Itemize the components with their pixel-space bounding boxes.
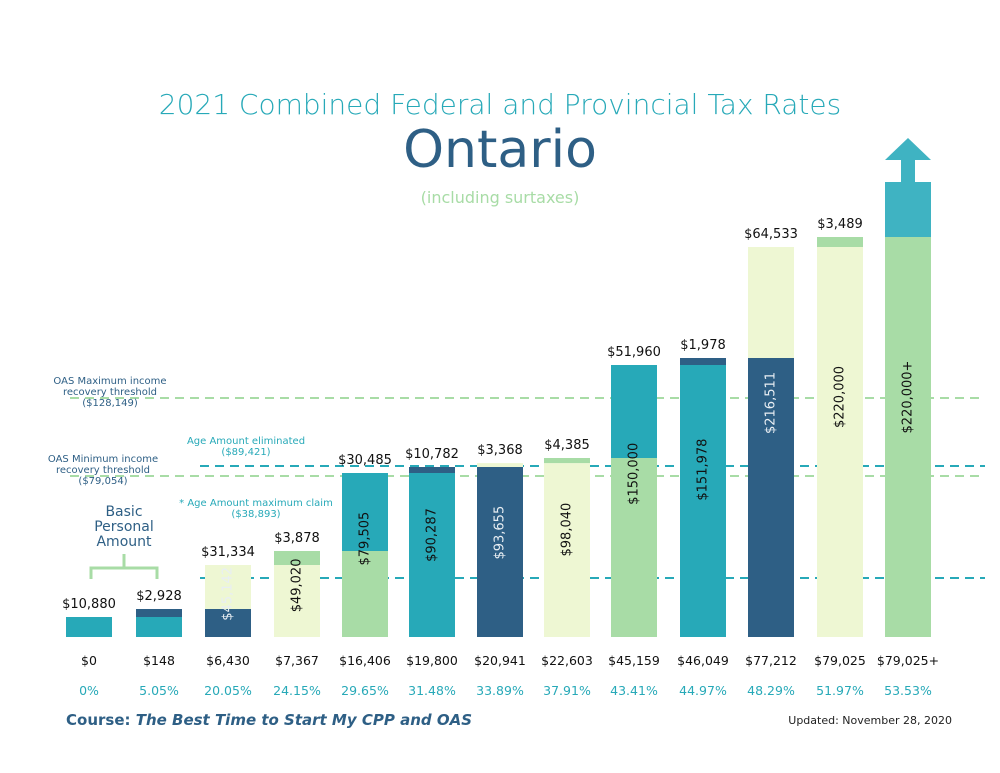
tax-amount-label: $148: [143, 653, 175, 668]
bar-top-label: $3,368: [477, 443, 523, 458]
bar-segment: [817, 237, 863, 247]
bar-segment: [680, 365, 726, 637]
tax-amount-label: $77,212: [745, 653, 797, 668]
bar-top-label: $10,782: [405, 447, 459, 462]
bar-top-label: $30,485: [338, 453, 392, 468]
reference-line-label: ($89,421): [221, 447, 270, 458]
bar-inner-label: $216,511: [764, 372, 779, 434]
bracket-annotation-label: Personal: [94, 519, 154, 535]
tax-rate-label: 44.97%: [679, 683, 727, 698]
bar-top-label: $1,978: [680, 338, 726, 353]
reference-line-label: ($38,893): [231, 509, 280, 520]
tax-rate-label: 53.53%: [884, 683, 932, 698]
bar-inner-label: $45,142: [221, 567, 236, 621]
bar-segment: [342, 473, 388, 551]
bar-segment: [205, 609, 251, 637]
tax-amount-label: $46,049: [677, 653, 729, 668]
reference-line-label: * Age Amount maximum claim: [179, 498, 333, 509]
bar-top-label: $2,928: [136, 589, 182, 604]
reference-line-label: Age Amount eliminated: [187, 436, 305, 447]
bar-segment: [205, 565, 251, 609]
bar-segment: [477, 463, 523, 467]
bar-inner-label: $79,505: [358, 512, 373, 566]
bar-top-label: $31,334: [201, 545, 255, 560]
tax-amount-label: $0: [81, 653, 97, 668]
course-prefix: Course:: [66, 711, 136, 729]
tax-rate-label: 29.65%: [341, 683, 389, 698]
tax-rate-label: 0%: [79, 683, 99, 698]
tax-rate-label: 5.05%: [139, 683, 179, 698]
bracket-annotation-label: Basic: [105, 504, 142, 520]
tax-rate-label: 37.91%: [543, 683, 591, 698]
bar-segment: [680, 358, 726, 365]
bar-top-label: $10,880: [62, 597, 116, 612]
chart-title: 2021 Combined Federal and Provincial Tax…: [158, 88, 842, 121]
chart-subtitle: (including surtaxes): [420, 188, 580, 207]
bracket-icon: [89, 554, 159, 579]
updated-date: Updated: November 28, 2020: [788, 714, 952, 727]
bar-top-label: $51,960: [607, 345, 661, 360]
tax-amount-label: $20,941: [474, 653, 526, 668]
tax-amount-label: $16,406: [339, 653, 391, 668]
bar-inner-label: $220,000+: [901, 361, 916, 434]
bar-top-label: $64,533: [744, 227, 798, 242]
course-credit: Course: The Best Time to Start My CPP an…: [66, 711, 472, 729]
bar-inner-label: $220,000: [833, 366, 848, 428]
bar-top-label: $4,385: [544, 438, 590, 453]
tax-rate-label: 20.05%: [204, 683, 252, 698]
bar-segment: [409, 467, 455, 473]
bar-segment: [274, 551, 320, 565]
province-title: Ontario: [403, 120, 597, 180]
bar-segment: [544, 458, 590, 464]
bar-segment: [477, 467, 523, 637]
bar-segment: [611, 458, 657, 637]
reference-line-label: ($128,149): [82, 398, 138, 409]
bar-inner-label: $90,287: [425, 508, 440, 562]
tax-rate-label: 33.89%: [476, 683, 524, 698]
bar-segment: [274, 565, 320, 637]
tax-rate-label: 51.97%: [816, 683, 864, 698]
tax-amount-label: $7,367: [275, 653, 319, 668]
tax-rate-label: 24.15%: [273, 683, 321, 698]
reference-line-label: OAS Maximum income: [53, 376, 166, 387]
reference-line-label: ($79,054): [78, 476, 127, 487]
reference-line-label: OAS Minimum income: [48, 454, 158, 465]
bar-segment: [885, 237, 931, 637]
tax-amount-label: $79,025: [814, 653, 866, 668]
bar-segment: [66, 617, 112, 637]
tax-amount-label: $19,800: [406, 653, 458, 668]
tax-amount-label: $45,159: [608, 653, 660, 668]
bar-segment-open: [885, 182, 931, 237]
tax-amount-label: $79,025+: [877, 653, 939, 668]
bar-segment: [136, 609, 182, 617]
bar-inner-label: $150,000: [627, 443, 642, 505]
bar-segment: [544, 463, 590, 637]
reference-line-label: recovery threshold: [63, 387, 157, 398]
tax-amount-label: $6,430: [206, 653, 250, 668]
bar-inner-label: $49,020: [290, 559, 305, 613]
reference-line-label: recovery threshold: [56, 465, 150, 476]
tax-rate-label: 31.48%: [408, 683, 456, 698]
tax-amount-label: $22,603: [541, 653, 593, 668]
tax-rate-label: 48.29%: [747, 683, 795, 698]
bar-top-label: $3,878: [274, 531, 320, 546]
course-title: The Best Time to Start My CPP and OAS: [135, 711, 473, 729]
bar-segment: [409, 473, 455, 637]
tax-rate-label: 43.41%: [610, 683, 658, 698]
bar-segment: [611, 365, 657, 458]
bar-inner-label: $151,978: [696, 439, 711, 501]
arrow-shaft: [901, 158, 915, 182]
bar-segment: [342, 551, 388, 637]
bracket-annotation-label: Amount: [96, 534, 152, 550]
bar-segment: [748, 358, 794, 637]
bar-segment: [748, 247, 794, 358]
bar-inner-label: $93,655: [493, 506, 508, 560]
bar-segment: [817, 247, 863, 637]
bar-top-label: $3,489: [817, 217, 863, 232]
bar-segment: [136, 617, 182, 637]
up-arrow-icon: [885, 138, 931, 160]
bar-inner-label: $98,040: [560, 503, 575, 557]
